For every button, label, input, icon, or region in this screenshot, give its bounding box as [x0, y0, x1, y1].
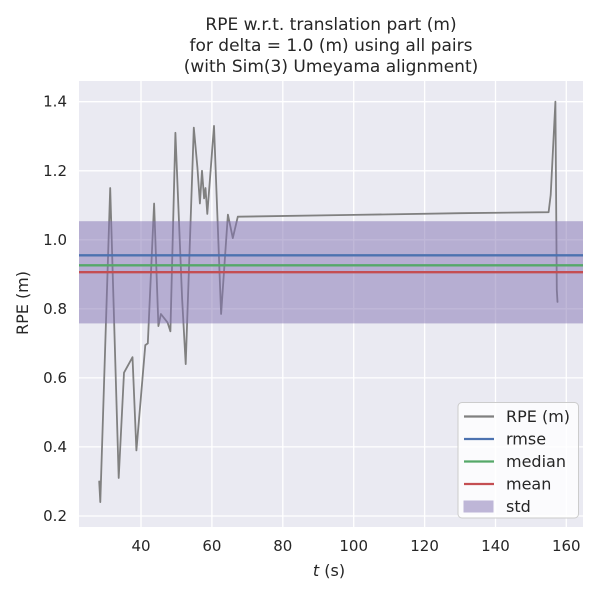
y-tick-label: 0.4	[43, 438, 67, 456]
x-axis-label: t (s)	[313, 561, 345, 580]
legend-label: mean	[506, 475, 551, 494]
x-axis-label-unit: (s)	[319, 561, 345, 580]
x-tick-label: 80	[273, 537, 292, 555]
y-tick-label: 1.4	[43, 93, 67, 111]
legend-label: RPE (m)	[506, 407, 570, 426]
legend-patch-std	[463, 500, 494, 513]
x-tick-label: 40	[131, 537, 150, 555]
y-tick-label: 0.6	[43, 369, 67, 387]
x-tick-label: 100	[339, 537, 368, 555]
chart-title-line3: (with Sim(3) Umeyama alignment)	[184, 57, 479, 77]
x-tick-label: 60	[202, 537, 221, 555]
x-tick-label: 160	[552, 537, 581, 555]
plot-layer: 40 60 80 100 120 140 160 0.2 0.4 0.6 0.8 1.0 1.2 1.4	[43, 81, 583, 555]
rpe-line	[98, 100, 559, 504]
legend-box	[457, 402, 579, 519]
chart-title-line2: for delta = 1.0 (m) using all pairs	[190, 36, 473, 56]
x-tick-label: 120	[410, 537, 439, 555]
y-axis-label: RPE (m)	[13, 271, 32, 335]
x-axis-label-variable: t	[313, 561, 320, 580]
y-tick-label: 1.0	[43, 231, 67, 249]
legend-label: median	[506, 452, 566, 471]
y-tick-label: 1.2	[43, 162, 67, 180]
y-tick-label: 0.2	[43, 507, 67, 525]
legend-label: rmse	[506, 430, 546, 449]
x-tick-label: 140	[481, 537, 510, 555]
y-tick-label: 0.8	[43, 300, 67, 318]
legend: RPE (m) rmse median mean std	[457, 402, 579, 519]
legend-label: std	[506, 497, 531, 516]
chart-title-line1: RPE w.r.t. translation part (m)	[205, 15, 456, 35]
